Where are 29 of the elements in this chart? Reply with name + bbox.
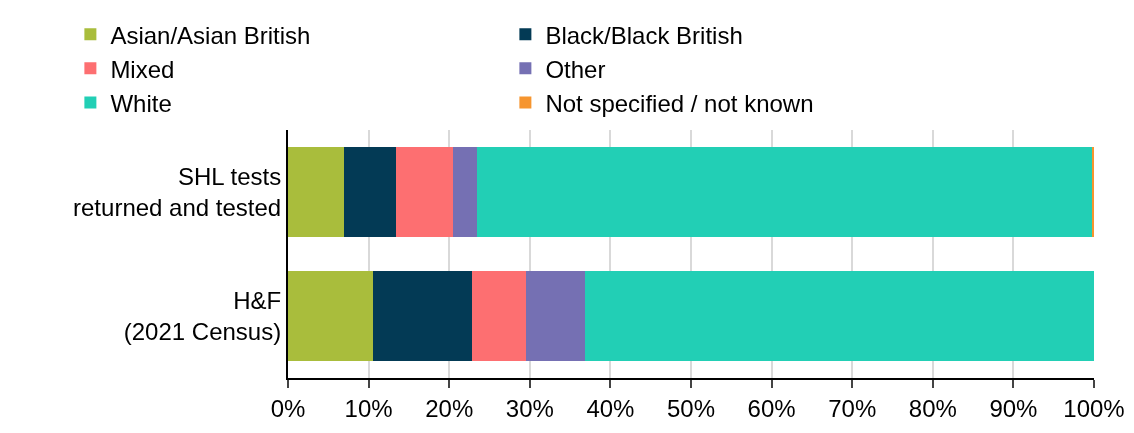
bar xyxy=(372,271,472,361)
bar xyxy=(525,271,585,361)
bar xyxy=(288,271,373,361)
legend-label: Asian/Asian British xyxy=(110,21,311,49)
x-tick-label: 30% xyxy=(505,394,554,422)
bar xyxy=(396,147,454,237)
y-tick-label: H&F (2021 Census) xyxy=(123,286,282,345)
bar xyxy=(343,147,396,237)
x-tick-label: 10% xyxy=(344,394,393,422)
x-tick-label: 0% xyxy=(270,394,306,422)
bar xyxy=(471,271,526,361)
legend-label: White xyxy=(110,89,172,117)
legend-label: Mixed xyxy=(110,55,175,83)
bar xyxy=(288,147,344,237)
x-tick-label: 90% xyxy=(989,394,1038,422)
x-tick-label: 70% xyxy=(828,394,877,422)
x-tick-label: 50% xyxy=(666,394,716,422)
x-tick-label: 80% xyxy=(908,394,957,422)
bar xyxy=(477,147,1093,237)
legend-label: Other xyxy=(545,55,606,83)
bar xyxy=(453,147,478,237)
x-tick-label: 60% xyxy=(747,394,796,422)
x-tick-label: 40% xyxy=(586,394,635,422)
legend-label: Not specified / not known xyxy=(545,89,814,117)
legend-label: Black/Black British xyxy=(545,21,743,49)
bar xyxy=(584,271,1094,361)
x-tick-label: 20% xyxy=(425,394,474,422)
x-tick-label: 100% xyxy=(1063,394,1125,422)
y-tick-label: SHL tests returned and tested xyxy=(73,162,282,221)
